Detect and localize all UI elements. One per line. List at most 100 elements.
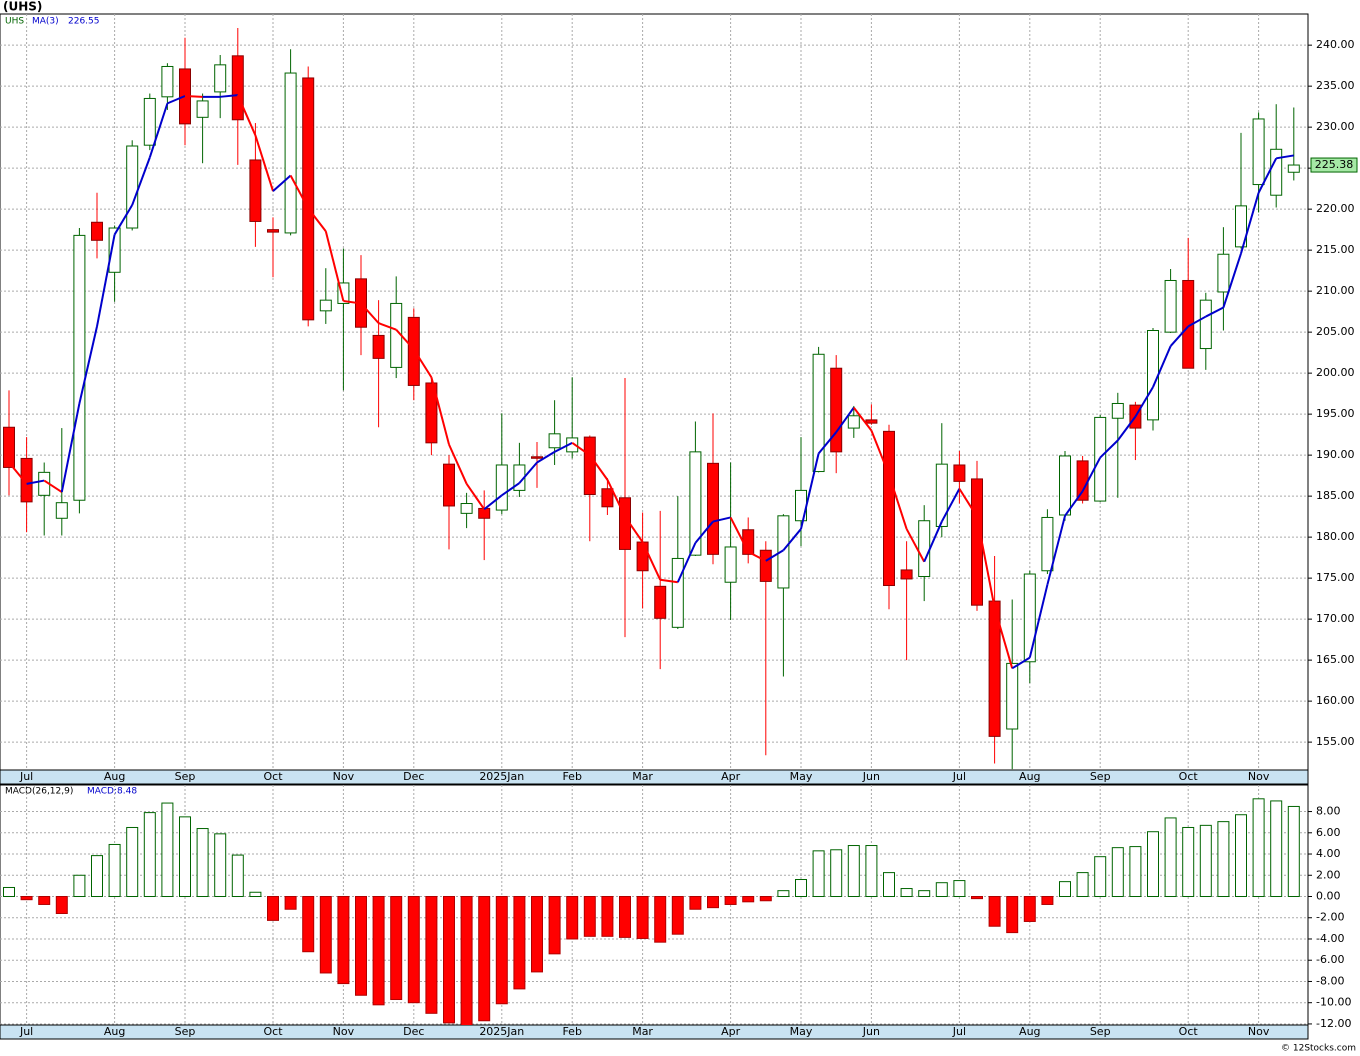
ma-line bbox=[800, 453, 820, 530]
macd-bar bbox=[249, 891, 262, 898]
macd-bar bbox=[918, 890, 931, 898]
y-tick-label: -2.00 bbox=[1316, 911, 1344, 924]
candle-body bbox=[425, 382, 438, 444]
candle-body bbox=[73, 234, 86, 501]
ma-line bbox=[360, 302, 380, 324]
ma-line bbox=[272, 174, 292, 192]
candle-body bbox=[126, 145, 139, 229]
plot-area bbox=[3, 798, 1300, 1025]
macd-bar bbox=[1217, 821, 1230, 898]
price-panel bbox=[0, 13, 1309, 771]
candle-body bbox=[671, 557, 684, 628]
ma-line bbox=[184, 94, 203, 98]
macd-bar bbox=[1023, 896, 1036, 922]
ma-line bbox=[1276, 154, 1294, 160]
macd-bar bbox=[1147, 831, 1159, 898]
ma-line bbox=[536, 451, 556, 464]
watermark: © 12Stocks.com bbox=[1281, 1044, 1356, 1054]
macd-bar bbox=[20, 896, 33, 901]
y-tick-label: -4.00 bbox=[1316, 932, 1344, 945]
ma-line bbox=[113, 204, 134, 236]
ma-line bbox=[148, 103, 169, 158]
ma-line bbox=[1064, 490, 1084, 517]
macd-bar bbox=[707, 896, 719, 909]
macd-bar bbox=[302, 896, 315, 953]
macd-bar bbox=[883, 872, 895, 898]
x-tick-label: Apr bbox=[721, 770, 741, 783]
ma-line bbox=[26, 479, 45, 485]
last-price-box bbox=[1310, 157, 1358, 173]
candle-body bbox=[143, 97, 156, 146]
x-tick-label: Jun bbox=[862, 1025, 880, 1038]
macd-bar bbox=[636, 896, 649, 939]
macd-bar bbox=[531, 896, 543, 973]
x-tick-label: Oct bbox=[263, 770, 283, 783]
ma-line bbox=[835, 406, 855, 433]
macd-bar bbox=[566, 896, 579, 940]
candle-body bbox=[196, 100, 209, 118]
candle-body bbox=[407, 316, 420, 386]
x-tick-label: Mar bbox=[632, 1025, 653, 1038]
candle-body bbox=[759, 549, 772, 582]
macd-bar bbox=[214, 833, 227, 898]
candle-body bbox=[1287, 164, 1300, 173]
ma-line bbox=[870, 430, 890, 476]
candle-body bbox=[601, 488, 614, 508]
y-tick-label: -12.00 bbox=[1316, 1017, 1351, 1030]
macd-bar bbox=[619, 896, 631, 938]
macd-bar bbox=[3, 886, 15, 898]
macd-bar bbox=[1129, 846, 1142, 898]
x-tick-label: Apr bbox=[721, 1025, 741, 1038]
y-tick-label: 220.00 bbox=[1316, 202, 1355, 215]
ma-line bbox=[606, 479, 626, 518]
macd-bar bbox=[443, 896, 455, 1024]
candle-body bbox=[1147, 330, 1159, 421]
macd-bar bbox=[495, 896, 508, 1005]
ma-line bbox=[236, 94, 257, 136]
candle-body bbox=[91, 221, 103, 241]
macd-bar bbox=[795, 879, 807, 898]
ma-line bbox=[976, 516, 996, 608]
ma-line bbox=[641, 541, 662, 581]
y-tick-label: -6.00 bbox=[1316, 953, 1344, 966]
candle-body bbox=[214, 64, 227, 93]
y-tick-label: 240.00 bbox=[1316, 38, 1355, 51]
ma-line bbox=[624, 516, 644, 543]
x-tick-label: Oct bbox=[263, 1025, 283, 1038]
candle-body bbox=[302, 77, 315, 321]
x-tick-label: May bbox=[790, 770, 813, 783]
ma-line bbox=[554, 441, 573, 453]
candle-body bbox=[337, 282, 350, 304]
macd-bar bbox=[73, 874, 86, 898]
ma-line bbox=[729, 516, 750, 553]
ma-line bbox=[448, 444, 468, 485]
ma-line bbox=[8, 461, 28, 485]
ma-line bbox=[1046, 515, 1066, 585]
macd-bar bbox=[38, 896, 51, 905]
x-tick-label: 2025Jan bbox=[479, 770, 524, 783]
x-tick-label: Mar bbox=[632, 770, 653, 783]
candle-body bbox=[971, 478, 983, 606]
legend-entry: MA(3) bbox=[32, 17, 59, 27]
x-tick-label: Nov bbox=[1248, 1025, 1270, 1038]
ma-line bbox=[465, 483, 486, 510]
macd-bar bbox=[1287, 805, 1300, 898]
x-tick-label: Jul bbox=[19, 1025, 33, 1038]
candle-body bbox=[161, 65, 174, 98]
ma-line bbox=[888, 474, 908, 530]
ma-line bbox=[1222, 253, 1242, 308]
y-tick-label: 175.00 bbox=[1316, 571, 1355, 584]
ma-line bbox=[430, 376, 450, 445]
y-tick-label: 165.00 bbox=[1316, 653, 1355, 666]
x-tick-label: Nov bbox=[333, 1025, 355, 1038]
macd-bar bbox=[355, 896, 367, 996]
ma-line bbox=[60, 403, 81, 493]
candle-body bbox=[460, 503, 473, 514]
last-price-label: 225.38 bbox=[1315, 158, 1354, 171]
candle-body bbox=[284, 72, 297, 234]
x-tick-label: Jul bbox=[952, 1025, 966, 1038]
macd-bar bbox=[425, 896, 438, 1014]
macd-bar bbox=[953, 880, 966, 898]
x-axis-strip bbox=[0, 769, 1309, 785]
chart-title: (UHS) bbox=[3, 0, 42, 14]
